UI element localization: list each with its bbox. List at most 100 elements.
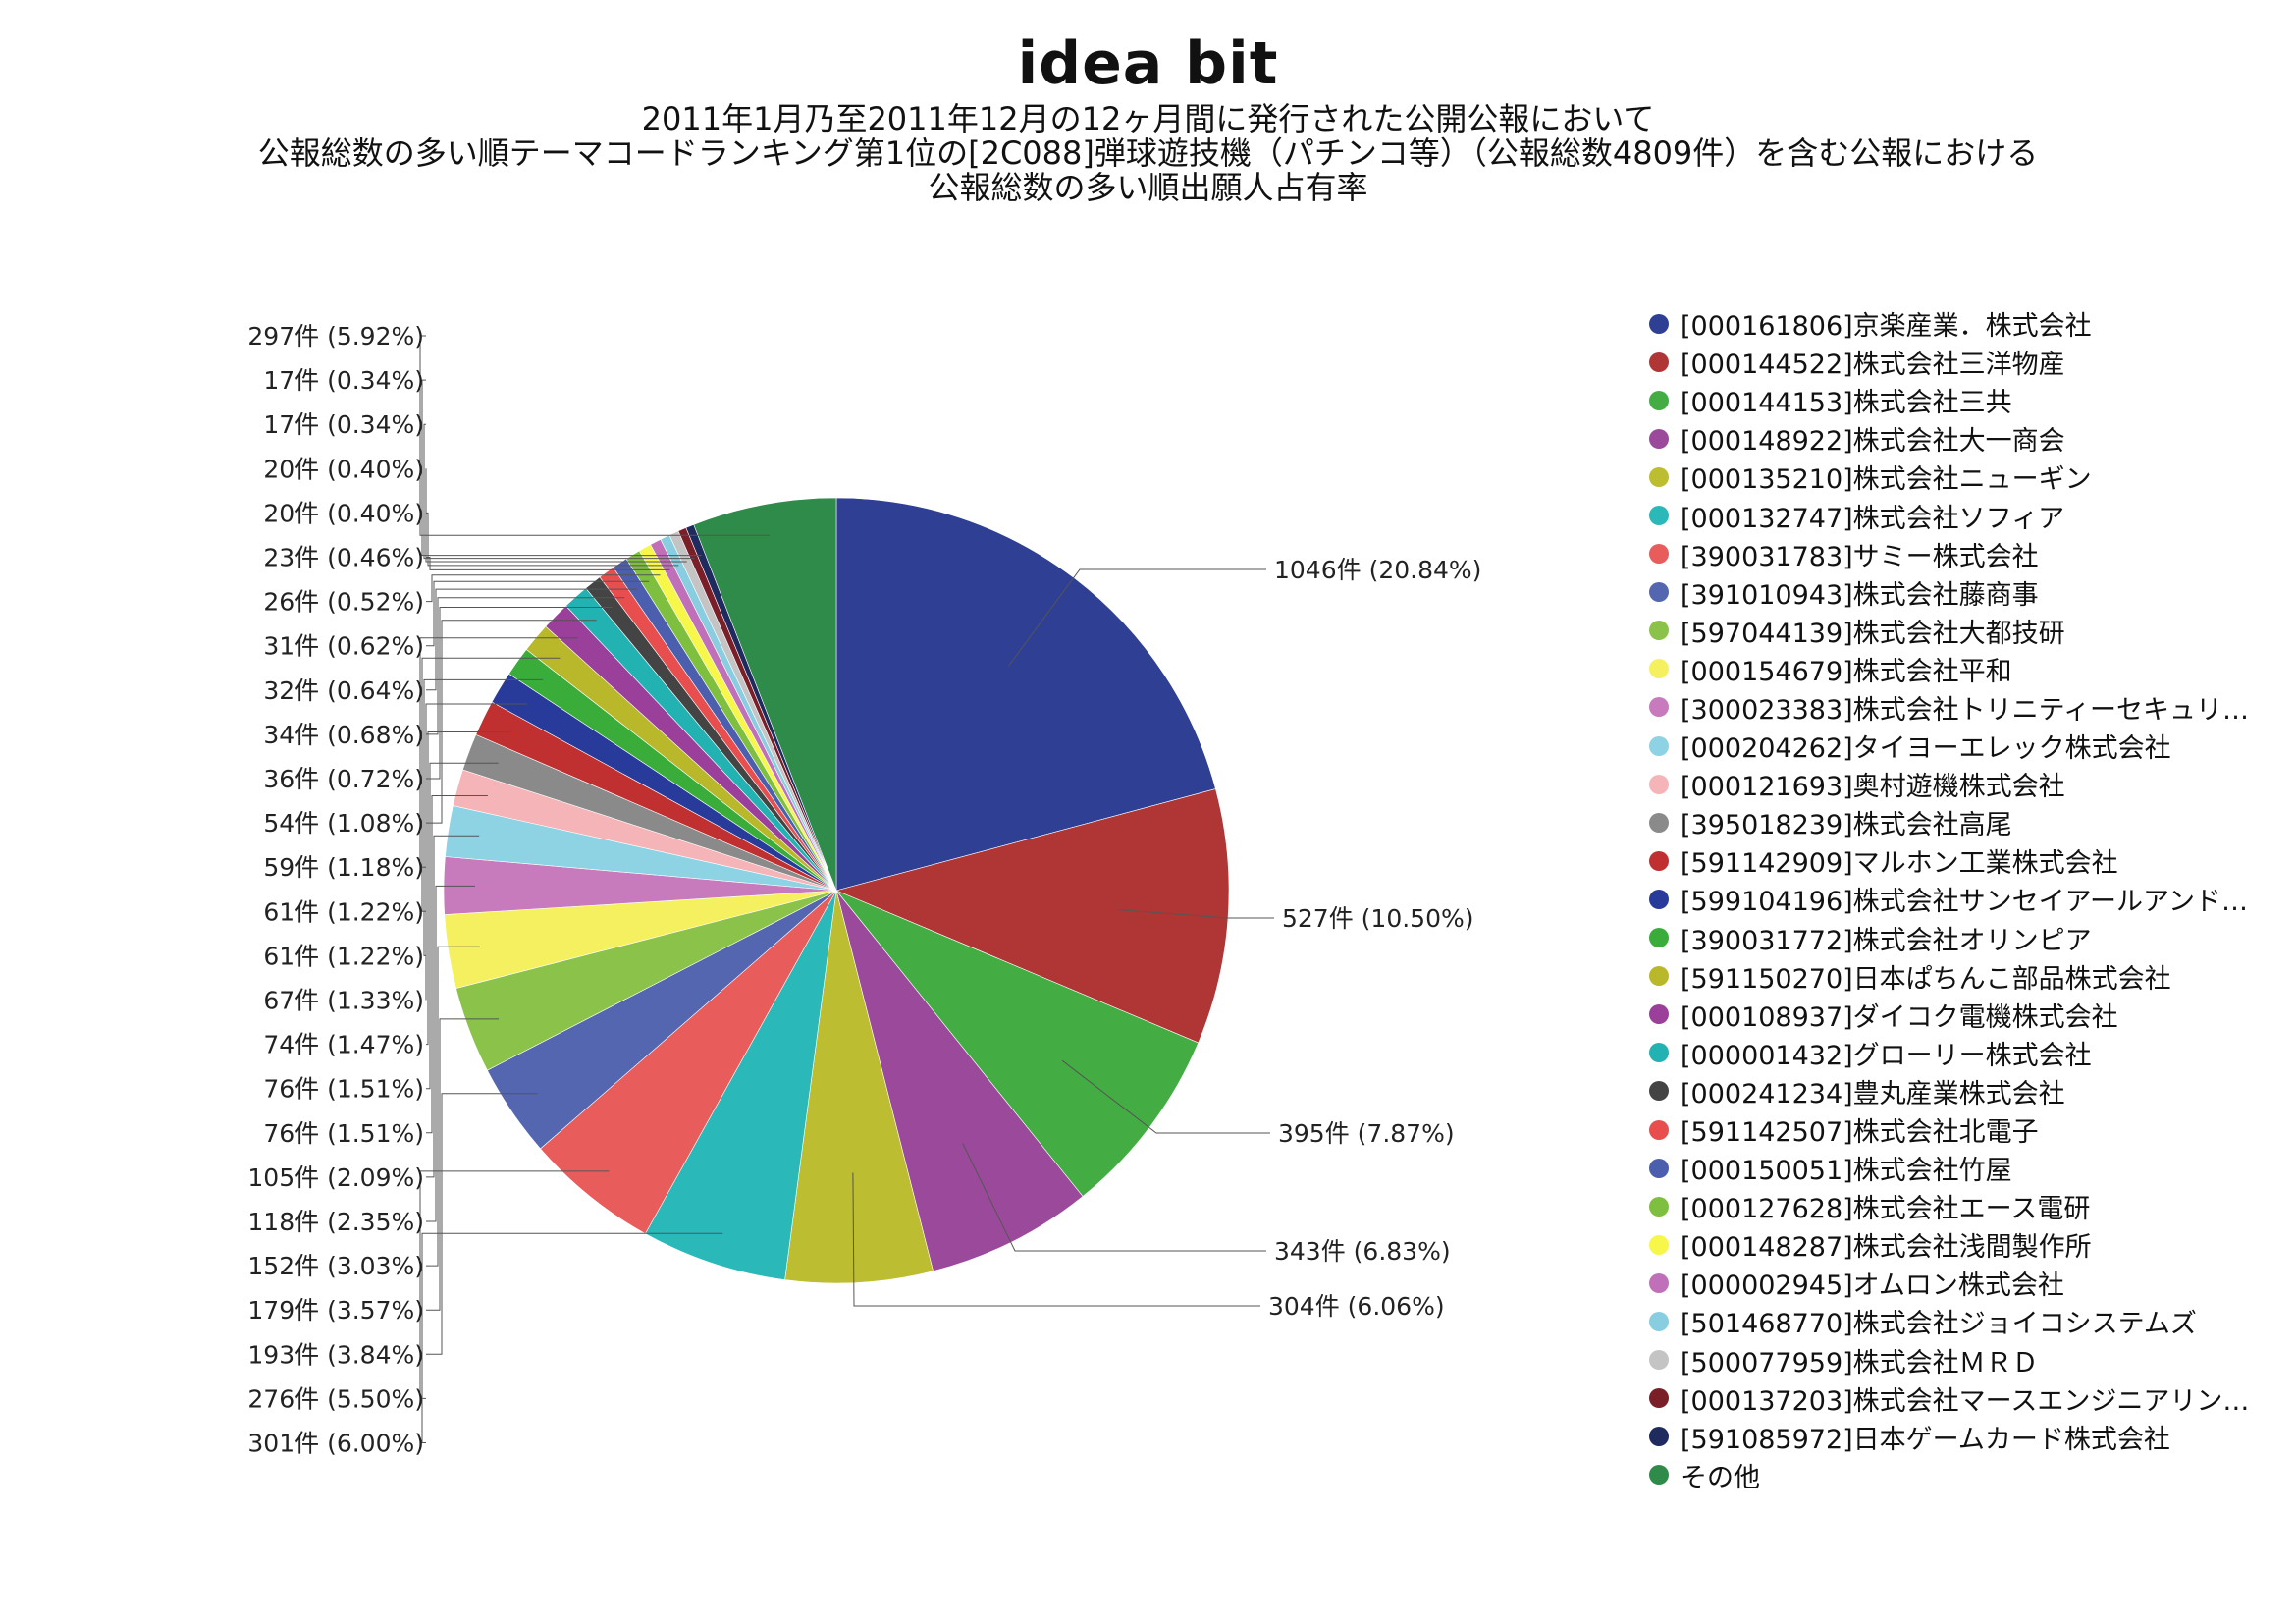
legend-swatch [1649,735,1669,756]
slice-label: 527件 (10.50%) [1282,904,1474,933]
slice-label: 1046件 (20.84%) [1274,556,1481,584]
slice-label: 76件 (1.51%) [263,1075,424,1104]
legend-swatch [1649,1272,1669,1293]
slice-label: 343件 (6.83%) [1274,1237,1451,1266]
leader-line [426,1018,500,1311]
leader-line [426,885,475,1222]
legend-swatch [1649,466,1669,487]
legend-label: [000204262]タイヨーエレック株式会社 [1681,733,2171,765]
leader-line [423,678,544,956]
legend-swatch [1649,1427,1669,1447]
legend-label: [395018239]株式会社高尾 [1681,810,2012,841]
legend-label: [390031772]株式会社オリンピア [1681,925,2092,956]
leader-line [426,731,512,1046]
legend-swatch [1649,1234,1669,1255]
legend-label: [591142909]マルホン工業株式会社 [1681,848,2118,880]
legend-swatch [1649,313,1669,334]
legend-swatch [1649,1465,1669,1486]
legend-entry: [000108937]ダイコク電機株式会社 [1649,996,2277,1034]
legend-swatch [1649,812,1669,833]
legend-entry: [591085972]日本ゲームカード株式会社 [1649,1418,2277,1456]
label-leader-lines [419,335,1274,1443]
legend-label: [000121693]奥村遊機株式会社 [1681,772,2065,803]
leader-line [421,1232,723,1443]
idea-bit-logo: idea bit [1017,29,1279,98]
pie-slice [540,890,837,1234]
chart-title-line-1: 2011年1月乃至2011年12月の12ヶ月間に発行された公開公報において [641,100,1655,137]
leader-line [426,597,625,735]
leader-line [1007,568,1266,667]
slice-label: 54件 (1.08%) [263,809,424,838]
legend-entry: [000001432]グローリー株式会社 [1649,1034,2277,1072]
legend-label: [500077959]株式会社ＭＲＤ [1681,1347,2039,1379]
slice-label: 105件 (2.09%) [247,1163,424,1192]
legend-entry: [395018239]株式会社高尾 [1649,803,2277,841]
leader-line [426,574,661,603]
legend-entry: [000127628]株式会社エース電研 [1649,1187,2277,1225]
leader-line [426,795,488,1134]
slice-label: 32件 (0.64%) [263,676,424,705]
legend-swatch [1649,1350,1669,1371]
legend-entry: [390031772]株式会社オリンピア [1649,919,2277,957]
slice-label: 23件 (0.46%) [263,544,424,572]
legend-label: [000137203]株式会社マースエンジニアリン… [1681,1385,2250,1417]
legend-label: [597044139]株式会社大都技研 [1681,618,2065,649]
leader-line [421,379,702,557]
legend-swatch [1649,774,1669,794]
leader-line [426,946,480,1267]
legend-entry: [000137203]株式会社マースエンジニアリン… [1649,1380,2277,1418]
pie-slice [693,497,837,892]
legend-swatch [1649,1081,1669,1102]
pie-slice [784,890,934,1284]
legend-entry: [500077959]株式会社ＭＲＤ [1649,1341,2277,1380]
slice-label: 76件 (1.51%) [263,1119,424,1148]
legend-label: [000148287]株式会社浅間製作所 [1681,1232,2092,1264]
slice-label: 17件 (0.34%) [263,410,424,439]
legend-swatch [1649,889,1669,909]
leader-line [1118,909,1274,919]
legend-entry: [591142507]株式会社北電子 [1649,1110,2277,1149]
slice-label: 67件 (1.33%) [263,987,424,1015]
pie-slice [835,497,1216,892]
leader-line [426,1093,538,1355]
legend-swatch [1649,1043,1669,1063]
slice-label: 276件 (5.50%) [247,1384,424,1413]
slice-label: 17件 (0.34%) [263,366,424,395]
legend-label: [591150270]日本ぱちんこ部品株式会社 [1681,963,2171,995]
legend-swatch [1649,966,1669,987]
legend-label: [000132747]株式会社ソフィア [1681,503,2065,534]
legend-entry: [000144522]株式会社三洋物産 [1649,343,2277,381]
pie-slices [443,497,1230,1284]
legend-swatch [1649,697,1669,718]
legend-label: [501468770]株式会社ジョイコシステムズ [1681,1309,2197,1340]
leader-line [426,762,499,1090]
legend-entry: [390031783]サミー株式会社 [1649,535,2277,573]
legend-entry: [000148287]株式会社浅間製作所 [1649,1225,2277,1264]
leader-line [419,1170,610,1399]
slice-label: 20件 (0.40%) [263,455,424,483]
leader-line [426,620,597,824]
leader-line [425,468,687,563]
pie-slice [835,890,1200,1197]
slice-label: 179件 (3.57%) [247,1296,424,1325]
slice-label: 26件 (0.52%) [263,588,424,617]
legend-swatch [1649,428,1669,449]
legend-swatch [1649,1196,1669,1217]
leader-line [426,588,637,691]
slice-label: 304件 (6.06%) [1268,1292,1445,1321]
legend-label: [000148922]株式会社大一商会 [1681,426,2065,458]
legend-label: [599104196]株式会社サンセイアールアンド… [1681,887,2248,918]
legend-label: [000161806]京楽産業．株式会社 [1681,311,2092,343]
slice-label: 297件 (5.92%) [247,322,424,351]
legend-swatch [1649,1004,1669,1025]
legend-label: [391010943]株式会社藤商事 [1681,579,2039,611]
legend-entry: [501468770]株式会社ジョイコシステムズ [1649,1302,2277,1340]
slice-labels: 1046件 (20.84%) 527件 (10.50%) 395件 (7.87%) 3… [247,322,1481,1458]
pie-slice [644,890,837,1280]
pie-slice [835,788,1230,1044]
legend-label: [000144153]株式会社三共 [1681,388,2012,419]
slice-label: 20件 (0.40%) [263,499,424,527]
legend-entry: [000135210]株式会社ニューギン [1649,458,2277,496]
leader-line [419,335,770,536]
